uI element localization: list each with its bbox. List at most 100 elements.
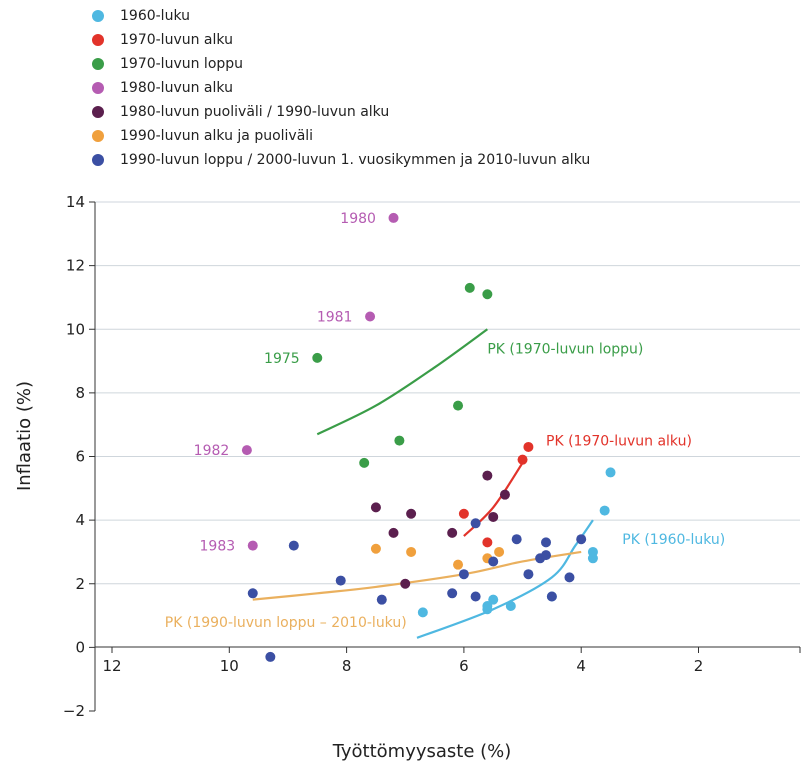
- legend-marker: [92, 58, 104, 70]
- data-point: [406, 546, 417, 557]
- data-point: [599, 505, 610, 516]
- y-tick-label: 4: [75, 511, 85, 529]
- data-point: [605, 467, 616, 478]
- year-label: 1975: [264, 351, 300, 367]
- legend-item: 1990-luvun alku ja puoliväli: [90, 124, 590, 148]
- legend-label: 1960-luku: [120, 8, 190, 24]
- data-point: [406, 508, 417, 519]
- data-point: [499, 489, 510, 500]
- data-point: [470, 591, 481, 602]
- data-point: [482, 537, 493, 548]
- y-tick-label: 8: [75, 384, 85, 402]
- x-axis-label: Työttömyysaste (%): [332, 741, 512, 762]
- legend-item: 1980-luvun alku: [90, 76, 590, 100]
- data-point: [312, 352, 323, 363]
- legend: 1960-luku 1970-luvun alku 1970-luvun loppu…: [90, 4, 590, 172]
- data-point: [541, 550, 552, 561]
- year-label: 1983: [200, 539, 236, 555]
- data-point: [464, 282, 475, 293]
- data-point: [241, 445, 252, 456]
- data-point: [505, 601, 516, 612]
- legend-label: 1970-luvun alku: [120, 32, 233, 48]
- data-point: [365, 311, 376, 322]
- data-point: [388, 212, 399, 223]
- legend-item: 1990-luvun loppu / 2000-luvun 1. vuosiky…: [90, 148, 590, 172]
- data-point: [564, 572, 575, 583]
- y-tick-label: 0: [75, 638, 85, 656]
- y-tick-label: 2: [75, 575, 85, 593]
- data-point: [576, 534, 587, 545]
- data-point: [546, 591, 557, 602]
- data-point: [458, 569, 469, 580]
- legend-item: 1970-luvun loppu: [90, 52, 590, 76]
- data-point: [488, 594, 499, 605]
- data-point: [523, 441, 534, 452]
- data-point: [370, 543, 381, 554]
- data-point: [370, 502, 381, 513]
- legend-item: 1960-luku: [90, 4, 590, 28]
- data-point: [494, 546, 505, 557]
- data-point: [388, 527, 399, 538]
- data-point: [400, 578, 411, 589]
- data-point: [517, 454, 528, 465]
- curve-label: PK (1990-luvun loppu – 2010-luku): [165, 615, 407, 631]
- data-point: [482, 470, 493, 481]
- curve-label: PK (1970-luvun loppu): [487, 341, 643, 357]
- data-point: [288, 540, 299, 551]
- legend-marker: [92, 10, 104, 22]
- x-tick-label: 4: [576, 657, 586, 675]
- data-point: [453, 559, 464, 570]
- legend-label: 1970-luvun loppu: [120, 56, 244, 72]
- y-tick-label: −2: [63, 702, 85, 720]
- y-axis-label: Inflaatio (%): [14, 381, 35, 491]
- data-point: [247, 540, 258, 551]
- data-point: [376, 594, 387, 605]
- x-tick-label: 8: [342, 657, 352, 675]
- phillips-curve: [316, 328, 489, 436]
- data-point: [447, 588, 458, 599]
- curve-label: PK (1960-luku): [622, 532, 725, 548]
- data-point: [470, 518, 481, 529]
- data-point: [335, 575, 346, 586]
- legend-marker: [92, 34, 104, 46]
- year-label: 1982: [194, 443, 230, 459]
- legend-item: 1980-luvun puoliväli / 1990-luvun alku: [90, 100, 590, 124]
- phillips-curve: [252, 550, 582, 601]
- legend-label: 1980-luvun puoliväli / 1990-luvun alku: [120, 104, 390, 120]
- year-label: 1980: [340, 211, 376, 227]
- data-point: [482, 289, 493, 300]
- data-point: [447, 527, 458, 538]
- x-tick-label: 6: [459, 657, 469, 675]
- data-point: [265, 651, 276, 662]
- year-label: 1981: [317, 310, 353, 326]
- data-point: [587, 546, 598, 557]
- legend-item: 1970-luvun alku: [90, 28, 590, 52]
- data-point: [482, 604, 493, 615]
- x-tick-label: 2: [694, 657, 704, 675]
- legend-label: 1980-luvun alku: [120, 80, 233, 96]
- legend-marker: [92, 82, 104, 94]
- legend-marker: [92, 106, 104, 118]
- y-tick-label: 6: [75, 448, 85, 466]
- y-tick-label: 12: [66, 257, 85, 275]
- curve-label: PK (1970-luvun alku): [546, 434, 692, 450]
- y-tick-label: 14: [66, 193, 85, 211]
- y-tick-label: 10: [66, 320, 85, 338]
- x-tick-label: 10: [220, 657, 239, 675]
- data-point: [359, 457, 370, 468]
- legend-label: 1990-luvun alku ja puoliväli: [120, 128, 314, 144]
- legend-label: 1990-luvun loppu / 2000-luvun 1. vuosiky…: [120, 152, 591, 168]
- legend-marker: [92, 154, 104, 166]
- phillips-curve: [463, 462, 524, 537]
- data-point: [523, 569, 534, 580]
- data-point: [458, 508, 469, 519]
- data-point: [394, 435, 405, 446]
- data-point: [488, 556, 499, 567]
- data-point: [453, 400, 464, 411]
- data-point: [488, 511, 499, 522]
- data-point: [417, 607, 428, 618]
- x-tick-label: 12: [102, 657, 121, 675]
- data-point: [541, 537, 552, 548]
- legend-marker: [92, 130, 104, 142]
